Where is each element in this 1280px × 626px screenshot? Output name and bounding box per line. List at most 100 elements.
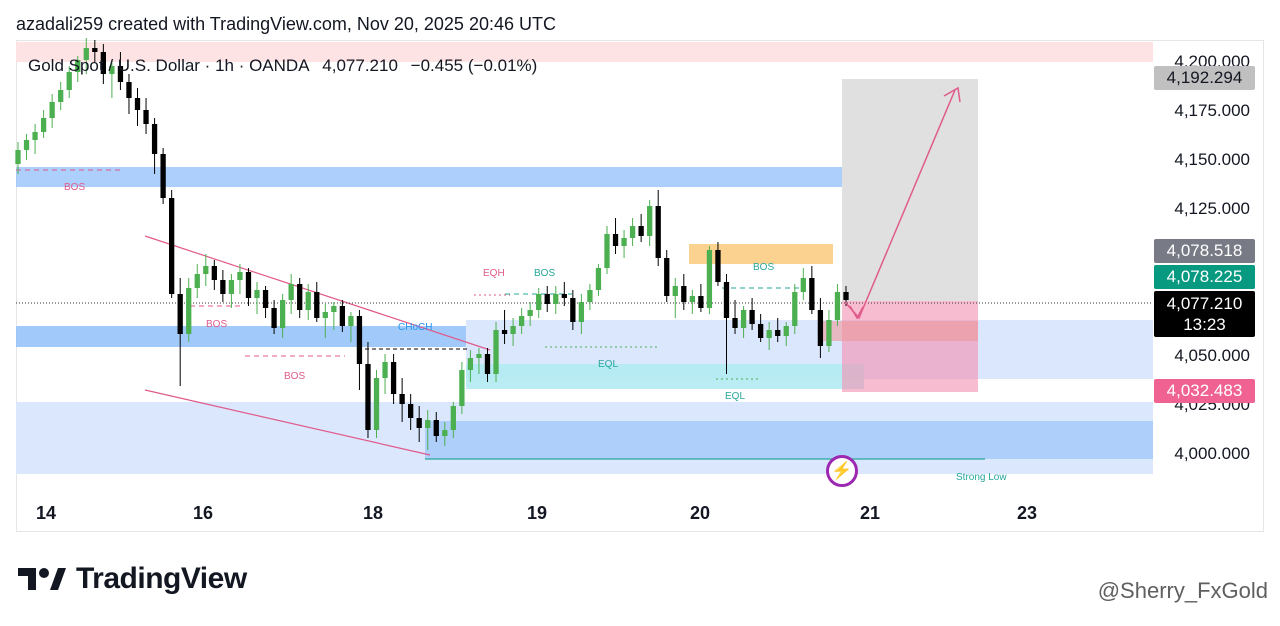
candle-body xyxy=(800,278,806,292)
candle-body xyxy=(365,364,371,430)
cyan-zone xyxy=(466,364,864,389)
candle-body xyxy=(186,288,192,334)
candle-body xyxy=(536,294,542,310)
brand-name: TradingView xyxy=(76,562,247,595)
candle-body xyxy=(501,330,508,334)
author-watermark: @Sherry_FxGold xyxy=(1097,578,1268,603)
candle-body xyxy=(160,154,166,198)
last-price: 4,077.210 xyxy=(1166,294,1243,313)
candle-body xyxy=(740,310,747,328)
created-with-text: azadali259 created with TradingView.com,… xyxy=(16,14,556,34)
candle-body xyxy=(510,326,516,334)
candle-body xyxy=(15,150,21,164)
candle-body xyxy=(459,370,465,406)
candle-body xyxy=(698,296,704,308)
symbol-name: Gold Spot / U.S. Dollar · 1h · OANDA xyxy=(28,56,310,75)
candle-body xyxy=(254,290,260,298)
candle-body xyxy=(194,274,200,288)
candle-body xyxy=(749,310,755,324)
bar-countdown: 13:23 xyxy=(1183,315,1226,334)
strong-low-label: Strong Low xyxy=(956,472,1007,483)
candle-body xyxy=(228,280,235,294)
candle-body xyxy=(109,66,115,74)
candle-body xyxy=(279,300,286,328)
candle-body xyxy=(143,110,149,124)
price-tag-1: 4,078.518 xyxy=(1154,239,1255,263)
candle-body xyxy=(288,284,294,300)
candle-body xyxy=(262,290,269,308)
symbol-price: 4,077.210 xyxy=(322,56,398,75)
candle-body xyxy=(75,60,81,72)
x-tick: 19 xyxy=(526,503,548,523)
candle-body xyxy=(834,292,841,320)
candle-body xyxy=(450,406,456,430)
candle-body xyxy=(100,52,107,74)
candle-body xyxy=(578,302,585,322)
orange-supply xyxy=(689,244,833,264)
eql-label: EQL xyxy=(598,359,619,370)
candle-body xyxy=(40,118,47,132)
demand-zone-left xyxy=(16,326,466,347)
bos-label: BOS xyxy=(753,262,775,273)
candle-body xyxy=(587,290,593,302)
bos-label: BOS xyxy=(284,371,306,382)
candle-body xyxy=(416,418,422,428)
candle-body xyxy=(23,140,30,150)
candle-body xyxy=(126,82,132,98)
candle-body xyxy=(792,292,798,326)
x-tick: 21 xyxy=(859,503,881,523)
candle-body xyxy=(757,324,764,338)
candle-body xyxy=(425,420,431,428)
candle-body xyxy=(356,316,363,364)
y-tick: 4,175.000 xyxy=(1174,101,1250,120)
lower-zone-blue xyxy=(425,421,1153,459)
y-tick: 4,000.000 xyxy=(1174,444,1250,463)
bos-label: BOS xyxy=(534,268,556,279)
candle-body xyxy=(612,234,619,246)
candle-body xyxy=(621,238,627,246)
candle-body xyxy=(664,258,670,296)
eqh-label: EQH xyxy=(483,268,505,279)
candle-body xyxy=(399,394,405,404)
tradingview-logo: TradingView xyxy=(18,562,247,596)
candle-body xyxy=(732,318,738,328)
candle-body xyxy=(271,308,277,328)
stop-box xyxy=(842,301,978,392)
candle-body xyxy=(322,312,328,318)
candle-body xyxy=(467,358,474,370)
x-tick: 18 xyxy=(362,503,384,523)
x-tick: 23 xyxy=(1016,503,1038,523)
candle-body xyxy=(237,272,243,280)
candle-body xyxy=(382,362,388,378)
candle-body xyxy=(672,286,678,296)
candle-body xyxy=(647,206,653,236)
lightning-icon[interactable]: ⚡ xyxy=(826,455,858,487)
candle-body xyxy=(809,278,815,310)
bos-label: BOS xyxy=(206,319,228,330)
candle-body xyxy=(843,292,849,300)
candle-body xyxy=(220,280,226,294)
candle-body xyxy=(561,294,567,298)
candle-body xyxy=(493,330,499,374)
resistance-zone-top xyxy=(16,42,1153,62)
tradingview-logo-icon xyxy=(18,568,66,590)
bos-label: BOS xyxy=(64,182,86,193)
candle-body xyxy=(706,250,713,308)
candle-body xyxy=(783,326,789,336)
stop-price-tag: 4,032.483 xyxy=(1154,379,1255,403)
candle-body xyxy=(723,282,730,318)
candle-body xyxy=(553,294,559,304)
symbol-header: Gold Spot / U.S. Dollar · 1h · OANDA 4,0… xyxy=(28,56,545,76)
y-tick: 4,125.000 xyxy=(1174,199,1250,218)
last-price-tag: 4,077.210 13:23 xyxy=(1154,291,1255,337)
candle-body xyxy=(433,420,439,436)
candle-body xyxy=(527,310,533,316)
candle-body xyxy=(297,284,303,310)
candle-body xyxy=(544,294,550,304)
candle-body xyxy=(817,310,824,346)
candle-body xyxy=(570,298,576,322)
projection-path xyxy=(844,89,956,320)
candle-body xyxy=(715,250,721,282)
